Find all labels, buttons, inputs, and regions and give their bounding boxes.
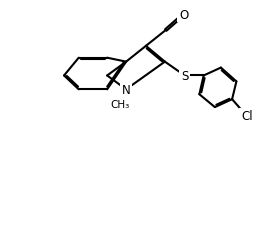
- Text: CH₃: CH₃: [110, 100, 130, 110]
- Text: S: S: [181, 70, 188, 83]
- Text: Cl: Cl: [241, 110, 252, 123]
- Text: N: N: [122, 83, 131, 96]
- Text: O: O: [179, 9, 189, 22]
